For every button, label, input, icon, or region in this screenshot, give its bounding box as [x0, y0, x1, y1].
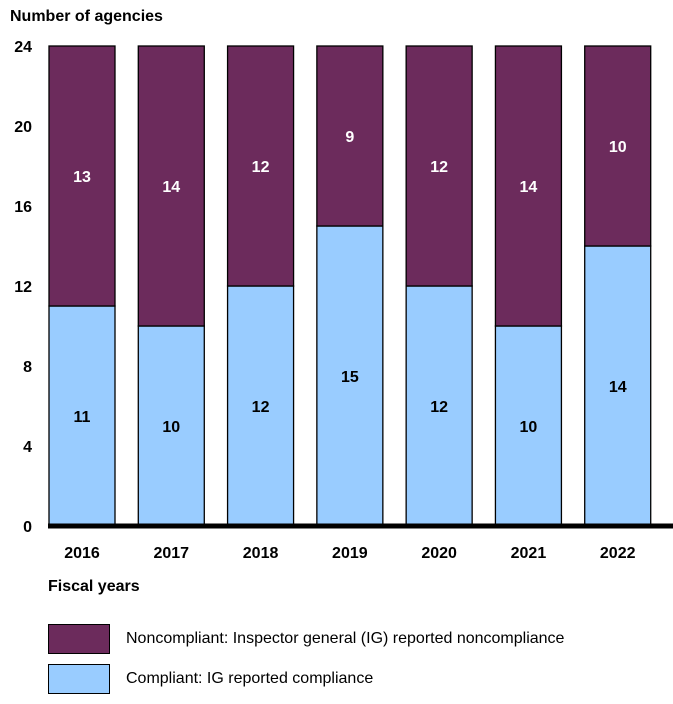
- bar-noncompliant: [137, 45, 205, 327]
- x-axis-title: Fiscal years: [48, 578, 140, 595]
- y-tick-label: 12: [14, 279, 32, 296]
- x-tick-label: 2019: [332, 545, 368, 562]
- data-label-noncompliant: 9: [345, 129, 354, 146]
- bar-noncompliant: [48, 45, 116, 307]
- x-tick-label: 2022: [600, 545, 636, 562]
- bar-compliant: [494, 325, 563, 527]
- legend-swatch-compliant: [48, 664, 110, 694]
- data-label-compliant: 12: [430, 399, 448, 416]
- y-tick-label: 0: [23, 519, 32, 536]
- legend-label-compliant: Compliant: IG reported compliance: [126, 670, 374, 687]
- y-tick-label: 20: [14, 119, 32, 136]
- y-axis-title: Number of agencies: [10, 8, 163, 25]
- data-label-noncompliant: 13: [73, 169, 91, 186]
- bar-compliant: [48, 305, 116, 527]
- x-tick-label: 2017: [153, 545, 189, 562]
- y-tick-label: 16: [14, 199, 32, 216]
- data-label-compliant: 12: [252, 399, 270, 416]
- data-label-compliant: 15: [341, 369, 359, 386]
- data-label-noncompliant: 14: [162, 179, 180, 196]
- bar-noncompliant: [405, 45, 473, 287]
- bar-compliant: [226, 285, 295, 527]
- bar-noncompliant: [584, 45, 652, 247]
- data-label-noncompliant: 14: [520, 179, 538, 196]
- bar-noncompliant: [494, 45, 563, 327]
- data-label-compliant: 11: [74, 409, 91, 426]
- data-label-compliant: 10: [520, 419, 538, 436]
- bar-compliant: [584, 245, 652, 527]
- data-label-noncompliant: 12: [252, 159, 270, 176]
- legend-label-noncompliant: Noncompliant: Inspector general (IG) rep…: [126, 630, 565, 647]
- x-tick-label: 2021: [511, 545, 547, 562]
- bar-noncompliant: [316, 45, 384, 227]
- data-label-compliant: 14: [609, 379, 627, 396]
- stacked-bar-chart: 0 4 8 12 16 20 24 11 13 2016 10 14 2017 12 12 2018 15 9 20…: [14, 39, 673, 562]
- y-tick-label: 24: [14, 39, 32, 56]
- y-tick-label: 4: [23, 439, 32, 456]
- x-tick-label: 2020: [421, 545, 457, 562]
- legend-swatch-noncompliant: [48, 624, 110, 654]
- x-tick-label: 2018: [243, 545, 279, 562]
- bar-noncompliant: [226, 45, 295, 287]
- y-tick-label: 8: [23, 359, 32, 376]
- data-label-noncompliant: 10: [609, 139, 627, 156]
- data-label-compliant: 10: [162, 419, 180, 436]
- data-label-noncompliant: 12: [430, 159, 448, 176]
- x-tick-label: 2016: [64, 545, 100, 562]
